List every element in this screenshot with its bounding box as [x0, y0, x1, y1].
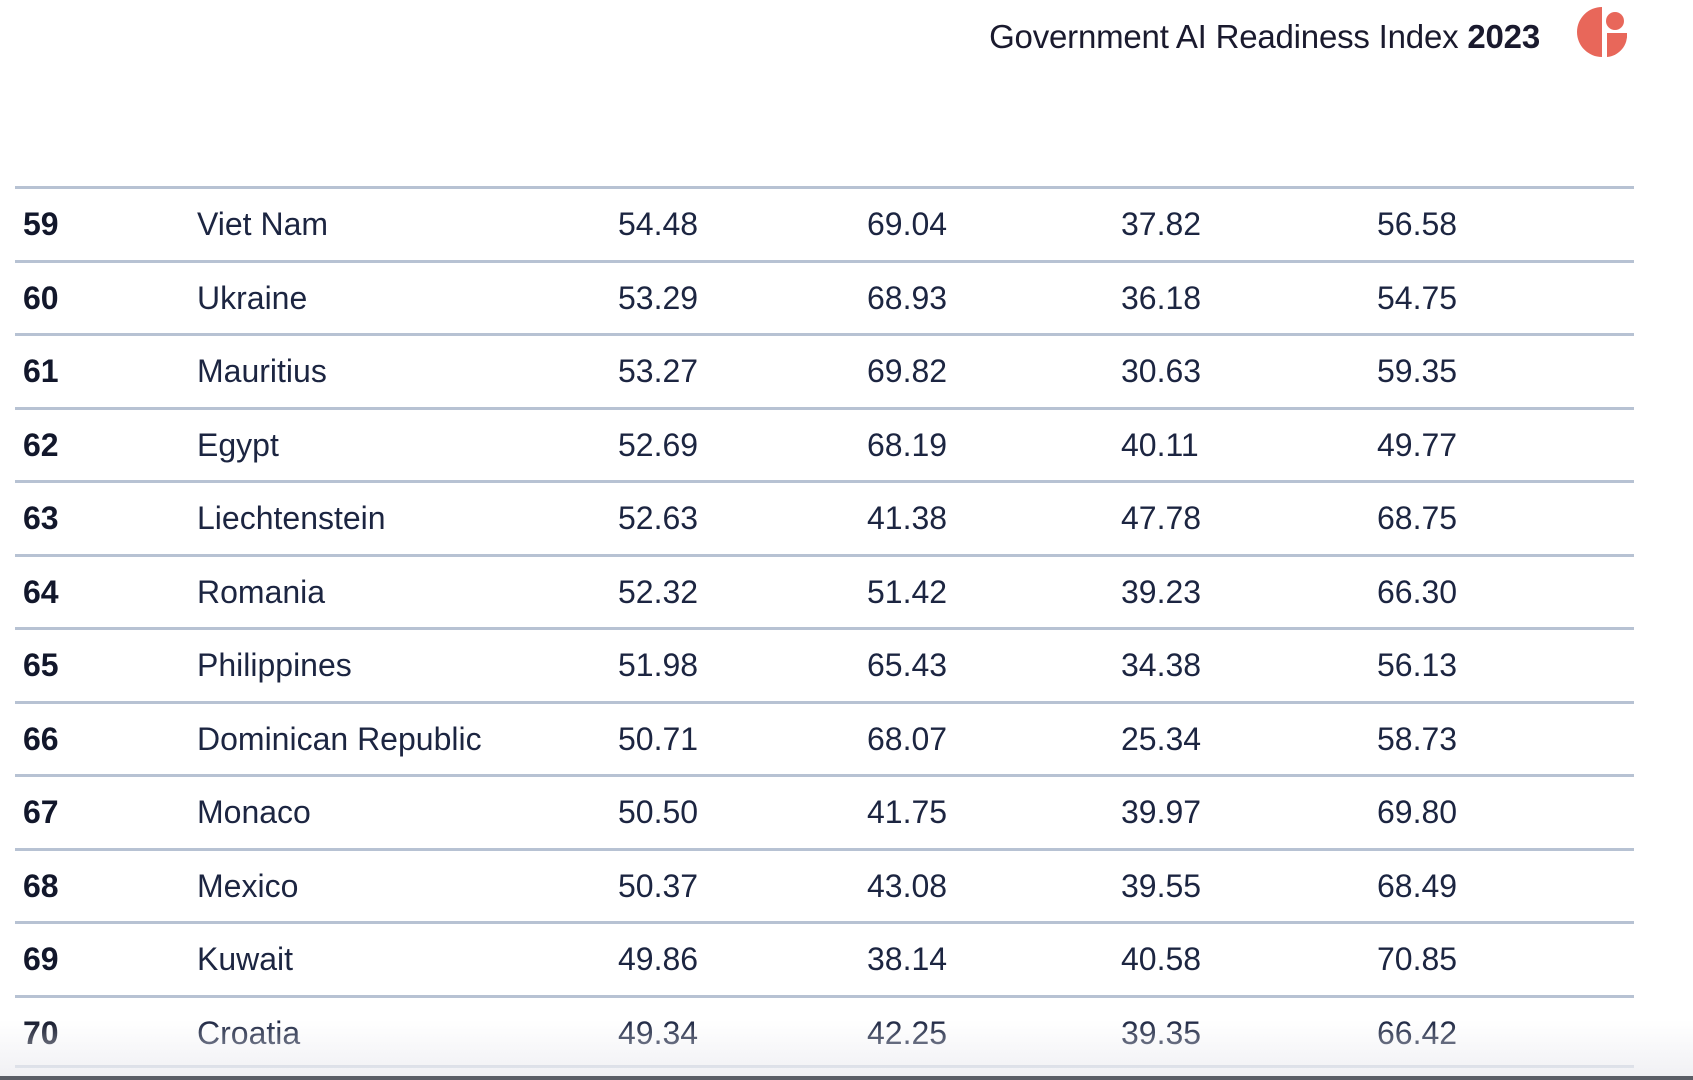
score-cell: 49.86: [618, 941, 699, 977]
score-cell: 68.75: [1377, 500, 1458, 536]
score-cell: 66.42: [1377, 1014, 1458, 1051]
rank-cell: 61: [23, 353, 59, 389]
score-cell: 50.50: [618, 794, 699, 830]
score-cell: 50.71: [618, 720, 699, 757]
score-cell: 53.27: [618, 353, 699, 389]
rank-cell: 63: [23, 500, 59, 536]
rank-cell: 65: [23, 647, 59, 683]
table-row: 69 Kuwait 49.86 38.14 40.58 70.85: [15, 921, 1634, 995]
rank-cell: 62: [23, 426, 59, 463]
score-cell: 39.97: [1121, 794, 1202, 830]
score-cell: 68.93: [867, 279, 948, 316]
table-row: 59 Viet Nam 54.48 69.04 37.82 56.58: [15, 186, 1634, 260]
index-title: Government AI Readiness Index: [989, 18, 1459, 55]
score-cell: 47.78: [1121, 500, 1202, 536]
score-cell: 41.38: [867, 500, 948, 536]
score-cell: 25.34: [1121, 720, 1202, 757]
score-cell: 66.30: [1377, 573, 1458, 610]
score-cell: 53.29: [618, 279, 699, 316]
rankings-table: 59 Viet Nam 54.48 69.04 37.82 56.58 60 Ukraine 5…: [15, 186, 1634, 1068]
table-row: 68 Mexico 50.37 43.08 39.55 68.49: [15, 847, 1634, 922]
score-cell: 49.77: [1377, 426, 1458, 463]
score-cell: 54.75: [1377, 279, 1458, 316]
score-cell: 30.63: [1121, 353, 1202, 389]
score-cell: 42.25: [867, 1014, 948, 1051]
rank-cell: 67: [23, 794, 59, 830]
table-row: 61 Mauritius 53.27 69.82 30.63 59.35: [15, 333, 1634, 407]
score-cell: 38.14: [867, 941, 948, 977]
table-row: 70 Croatia 49.34 42.25 39.35 66.42: [15, 994, 1634, 1068]
country-cell: Croatia: [197, 1014, 301, 1051]
score-cell: 41.75: [867, 794, 948, 830]
score-cell: 39.23: [1121, 573, 1202, 610]
rank-cell: 70: [23, 1014, 59, 1051]
score-cell: 37.82: [1121, 206, 1202, 242]
country-cell: Mauritius: [197, 353, 327, 389]
rank-cell: 66: [23, 720, 59, 757]
score-cell: 36.18: [1121, 279, 1202, 316]
score-cell: 68.19: [867, 426, 948, 463]
score-cell: 69.04: [867, 206, 948, 242]
country-cell: Dominican Republic: [197, 720, 482, 757]
table-row: 64 Romania 52.32 51.42 39.23 66.30: [15, 553, 1634, 628]
score-cell: 68.49: [1377, 867, 1458, 904]
oxford-insights-logo-icon: [1577, 7, 1628, 57]
score-cell: 39.35: [1121, 1014, 1202, 1051]
rank-cell: 64: [23, 573, 59, 610]
table-row: 62 Egypt 52.69 68.19 40.11 49.77: [15, 406, 1634, 481]
score-cell: 56.58: [1377, 206, 1458, 242]
rank-cell: 69: [23, 941, 59, 977]
country-cell: Egypt: [197, 426, 279, 463]
score-cell: 70.85: [1377, 941, 1458, 977]
score-cell: 52.63: [618, 500, 699, 536]
table-row: 60 Ukraine 53.29 68.93 36.18 54.75: [15, 259, 1634, 334]
country-cell: Monaco: [197, 794, 311, 830]
index-year: 2023: [1467, 18, 1540, 55]
score-cell: 58.73: [1377, 720, 1458, 757]
score-cell: 50.37: [618, 867, 699, 904]
table-row: 65 Philippines 51.98 65.43 34.38 56.13: [15, 627, 1634, 701]
bottom-edge: [0, 1076, 1693, 1080]
country-cell: Ukraine: [197, 279, 308, 316]
score-cell: 51.42: [867, 573, 948, 610]
score-cell: 56.13: [1377, 647, 1458, 683]
score-cell: 65.43: [867, 647, 948, 683]
table-row: 67 Monaco 50.50 41.75 39.97 69.80: [15, 774, 1634, 848]
score-cell: 51.98: [618, 647, 699, 683]
score-cell: 68.07: [867, 720, 948, 757]
score-cell: 40.11: [1121, 426, 1199, 463]
score-cell: 54.48: [618, 206, 699, 242]
rank-cell: 59: [23, 206, 59, 242]
country-cell: Mexico: [197, 867, 299, 904]
rank-cell: 68: [23, 867, 59, 904]
score-cell: 52.69: [618, 426, 699, 463]
page-header: Government AI Readiness Index 2023: [989, 18, 1540, 56]
country-cell: Liechtenstein: [197, 500, 386, 536]
score-cell: 39.55: [1121, 867, 1202, 904]
score-cell: 59.35: [1377, 353, 1458, 389]
score-cell: 49.34: [618, 1014, 699, 1051]
score-cell: 40.58: [1121, 941, 1202, 977]
country-cell: Philippines: [197, 647, 352, 683]
score-cell: 34.38: [1121, 647, 1202, 683]
score-cell: 69.80: [1377, 794, 1458, 830]
country-cell: Romania: [197, 573, 326, 610]
table-row: 63 Liechtenstein 52.63 41.38 47.78 68.75: [15, 480, 1634, 554]
country-cell: Kuwait: [197, 941, 294, 977]
score-cell: 52.32: [618, 573, 699, 610]
country-cell: Viet Nam: [197, 206, 329, 242]
score-cell: 43.08: [867, 867, 948, 904]
score-cell: 69.82: [867, 353, 948, 389]
rank-cell: 60: [23, 279, 59, 316]
table-row: 66 Dominican Republic 50.71 68.07 25.34 58.73: [15, 700, 1634, 775]
